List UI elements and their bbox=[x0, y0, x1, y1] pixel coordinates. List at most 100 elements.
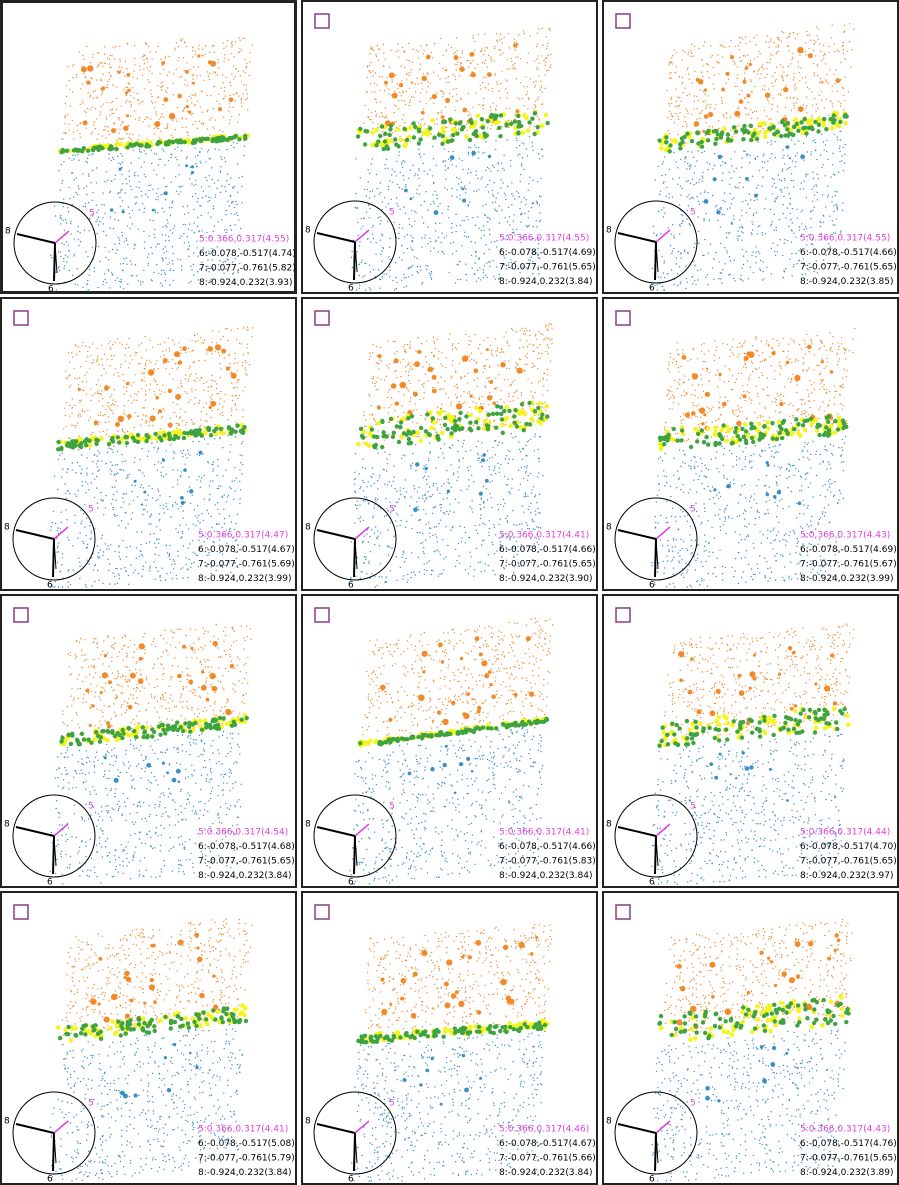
point bbox=[770, 58, 771, 59]
point bbox=[61, 564, 62, 565]
point bbox=[170, 215, 171, 216]
point bbox=[154, 579, 155, 580]
point bbox=[452, 253, 453, 254]
point bbox=[753, 213, 754, 214]
point bbox=[97, 348, 98, 349]
point bbox=[802, 77, 803, 78]
point bbox=[217, 465, 218, 466]
point bbox=[97, 52, 98, 53]
point bbox=[139, 66, 140, 67]
point bbox=[180, 416, 181, 417]
point bbox=[215, 381, 216, 382]
point bbox=[810, 227, 811, 228]
point bbox=[98, 65, 99, 66]
point bbox=[113, 159, 114, 160]
point bbox=[71, 160, 72, 161]
orange-cloud bbox=[61, 38, 253, 144]
point bbox=[126, 556, 127, 557]
point bbox=[141, 380, 142, 381]
point bbox=[209, 186, 210, 187]
point bbox=[192, 196, 193, 197]
point bbox=[60, 223, 61, 224]
point bbox=[759, 253, 760, 254]
point bbox=[397, 84, 398, 85]
checkbox[interactable] bbox=[315, 14, 329, 28]
point bbox=[736, 168, 737, 169]
point bbox=[741, 231, 742, 232]
point bbox=[110, 396, 111, 397]
point bbox=[78, 245, 79, 246]
point bbox=[224, 186, 225, 187]
point bbox=[200, 107, 201, 108]
point bbox=[687, 210, 688, 211]
point bbox=[134, 45, 135, 46]
point bbox=[696, 108, 697, 109]
point bbox=[681, 188, 682, 189]
point bbox=[702, 175, 703, 176]
point bbox=[126, 258, 127, 259]
point bbox=[173, 94, 174, 95]
point bbox=[536, 67, 537, 68]
point bbox=[100, 385, 101, 386]
point bbox=[680, 257, 681, 258]
point bbox=[119, 46, 120, 47]
point bbox=[522, 98, 523, 99]
checkbox[interactable] bbox=[616, 14, 630, 28]
point bbox=[218, 485, 219, 486]
point bbox=[241, 102, 242, 103]
point bbox=[759, 78, 760, 79]
point bbox=[412, 49, 413, 50]
point bbox=[163, 150, 164, 151]
point bbox=[508, 120, 509, 121]
point bbox=[705, 190, 706, 191]
point bbox=[174, 48, 175, 49]
point bbox=[150, 247, 151, 248]
point bbox=[50, 255, 51, 256]
point bbox=[527, 120, 531, 124]
point bbox=[430, 204, 431, 205]
point bbox=[790, 203, 791, 204]
point bbox=[700, 145, 704, 149]
point bbox=[195, 525, 196, 526]
point bbox=[774, 251, 775, 252]
point bbox=[219, 331, 220, 332]
point bbox=[203, 123, 204, 124]
point bbox=[211, 167, 212, 168]
point bbox=[739, 94, 740, 95]
point bbox=[745, 200, 746, 201]
point bbox=[240, 489, 241, 490]
point bbox=[228, 459, 229, 460]
point bbox=[180, 347, 181, 348]
point bbox=[420, 45, 421, 46]
point bbox=[127, 476, 128, 477]
point bbox=[696, 182, 697, 183]
point bbox=[177, 94, 182, 99]
point bbox=[118, 281, 119, 282]
point bbox=[803, 188, 804, 189]
point bbox=[140, 281, 141, 282]
point bbox=[96, 212, 97, 213]
point bbox=[379, 116, 380, 117]
point bbox=[188, 256, 189, 257]
point bbox=[197, 128, 198, 129]
point bbox=[754, 200, 755, 201]
point bbox=[75, 284, 76, 285]
point bbox=[488, 155, 491, 158]
point bbox=[686, 126, 687, 127]
point bbox=[193, 95, 194, 96]
point bbox=[146, 385, 147, 386]
point bbox=[234, 480, 235, 481]
point bbox=[188, 212, 189, 213]
point bbox=[823, 55, 824, 56]
point bbox=[412, 265, 413, 266]
point bbox=[190, 567, 191, 568]
point bbox=[758, 251, 759, 252]
point bbox=[98, 460, 99, 461]
point bbox=[418, 51, 419, 52]
point bbox=[722, 56, 723, 57]
point bbox=[218, 94, 219, 95]
point bbox=[157, 448, 158, 449]
point bbox=[72, 545, 73, 546]
point bbox=[452, 195, 453, 196]
point bbox=[462, 120, 463, 121]
